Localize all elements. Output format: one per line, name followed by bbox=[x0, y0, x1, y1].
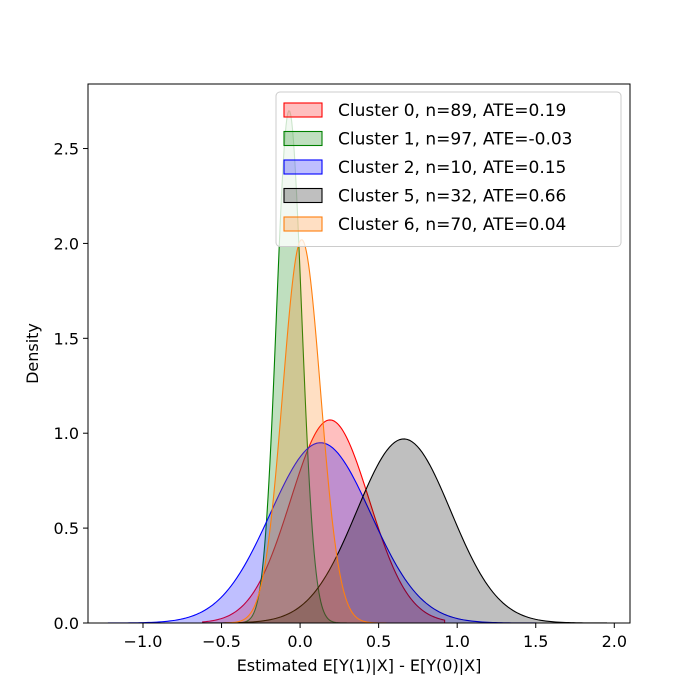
plot-frame bbox=[87, 83, 631, 624]
y-tick-label: 0.0 bbox=[54, 614, 79, 633]
x-tick-label: 0.5 bbox=[366, 632, 391, 651]
legend-swatch-cluster-6 bbox=[283, 216, 323, 232]
legend-label-cluster-5: Cluster 5, n=32, ATE=0.66 bbox=[338, 187, 566, 207]
density-area-cluster-2 bbox=[107, 442, 537, 624]
density-area-cluster-5 bbox=[202, 438, 607, 624]
x-tick-label: −1.0 bbox=[124, 632, 163, 651]
plot-area bbox=[107, 109, 607, 624]
legend-swatch-cluster-0 bbox=[283, 102, 323, 118]
x-tick-label: 2.0 bbox=[602, 632, 627, 651]
legend-label-cluster-1: Cluster 1, n=97, ATE=-0.03 bbox=[338, 130, 573, 150]
x-axis: −1.0 −0.5 0.0 0.5 1.0 1.5 2.0 bbox=[124, 623, 627, 651]
y-tick-label: 0.5 bbox=[54, 519, 79, 538]
y-tick-label: 1.5 bbox=[54, 329, 79, 348]
legend-label-cluster-2: Cluster 2, n=10, ATE=0.15 bbox=[338, 158, 566, 178]
legend-swatch-cluster-1 bbox=[283, 130, 323, 147]
y-axis-label: Density bbox=[23, 323, 42, 384]
y-tick-label: 2.0 bbox=[54, 234, 79, 253]
legend-label-cluster-6: Cluster 6, n=70, ATE=0.04 bbox=[338, 215, 566, 235]
y-axis: 0.0 0.5 1.0 1.5 2.0 2.5 bbox=[54, 140, 88, 633]
x-axis-label: Estimated E[Y(1)|X] - E[Y(0)|X] bbox=[237, 656, 482, 675]
x-tick-label: −0.5 bbox=[202, 632, 241, 651]
density-area-cluster-6 bbox=[224, 239, 395, 624]
x-tick-label: 1.5 bbox=[523, 632, 548, 651]
legend-swatch-cluster-2 bbox=[283, 159, 323, 175]
x-tick-label: 0.0 bbox=[287, 632, 312, 651]
density-area-cluster-0 bbox=[202, 419, 446, 624]
legend-box bbox=[275, 91, 622, 247]
y-tick-label: 2.5 bbox=[54, 140, 79, 159]
x-tick-label: 1.0 bbox=[444, 632, 469, 651]
legend-label-cluster-0: Cluster 0, n=89, ATE=0.19 bbox=[338, 101, 566, 121]
legend: Cluster 0, n=89, ATE=0.19 Cluster 1, n=97… bbox=[275, 91, 622, 247]
legend-swatch-cluster-5 bbox=[283, 187, 323, 204]
y-tick-label: 1.0 bbox=[54, 424, 79, 443]
